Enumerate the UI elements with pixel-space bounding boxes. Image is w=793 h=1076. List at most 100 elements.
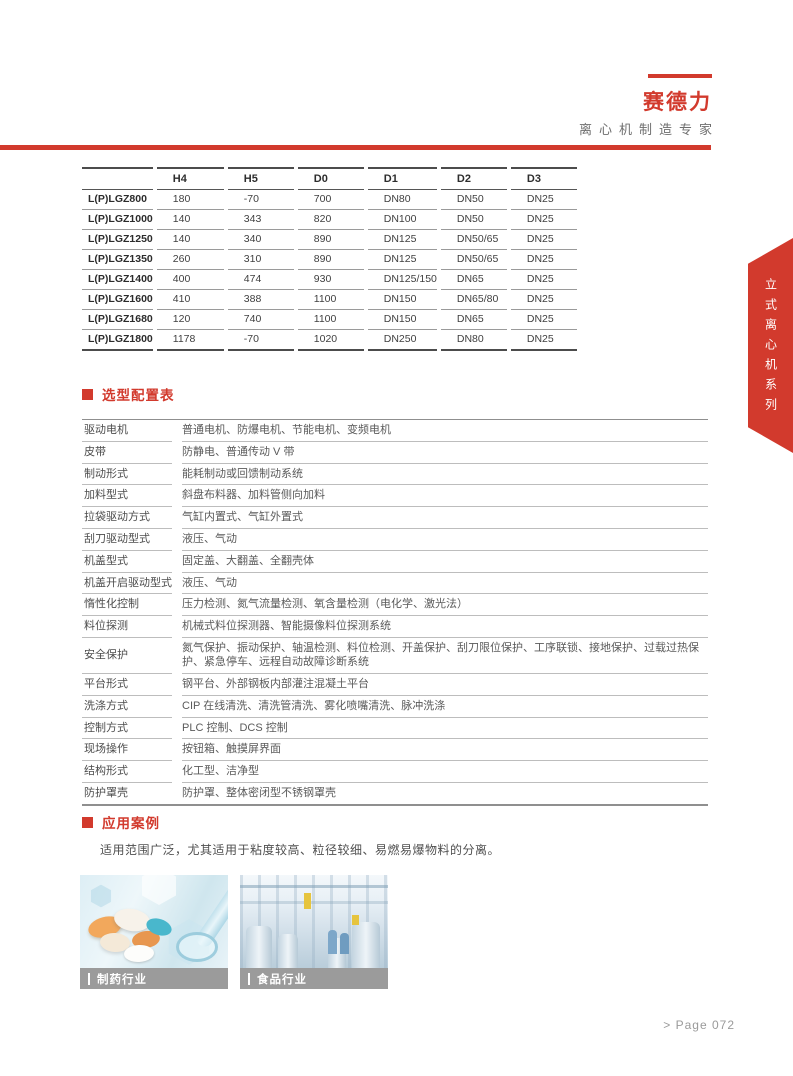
spec-value-cell: 740: [227, 310, 294, 330]
config-gap-cell: [172, 718, 182, 740]
spec-value-cell: DN50: [440, 190, 507, 210]
spec-value-cell: DN25: [510, 310, 577, 330]
spec-model-cell: L(P)LGZ1350: [82, 250, 153, 270]
config-label-cell: 拉袋驱动方式: [82, 507, 172, 529]
spec-value-cell: DN25: [510, 250, 577, 270]
header-divider-rule: [0, 145, 711, 150]
section-title-text: 应用案例: [102, 816, 160, 831]
config-label-cell: 制动形式: [82, 464, 172, 486]
pharma-industry-image: [80, 875, 228, 968]
case-caption-text: 食品行业: [257, 973, 307, 986]
red-square-icon: [82, 388, 93, 400]
config-gap-cell: [172, 674, 182, 696]
spec-col-header: D0: [297, 167, 364, 190]
config-value-cell: 防静电、普通传动 V 带: [182, 442, 708, 464]
spec-col-header: D2: [440, 167, 507, 190]
spec-value-cell: 310: [227, 250, 294, 270]
config-value-cell: 防护罩、整体密闭型不锈钢罩壳: [182, 787, 336, 800]
config-value-cell: 氮气保护、振动保护、轴温检测、料位检测、开盖保护、刮刀限位保护、工序联锁、接地保…: [182, 638, 708, 675]
config-table-row: 现场操作 按钮箱、触摸屏界面: [82, 739, 708, 762]
spec-value-cell: 474: [227, 270, 294, 290]
config-table-row: 皮带 防静电、普通传动 V 带: [82, 442, 708, 464]
config-label-cell: 皮带: [82, 442, 172, 464]
spec-value-cell: DN125: [367, 250, 437, 270]
config-gap-cell: [172, 442, 182, 464]
config-label-cell: 刮刀驱动型式: [82, 529, 172, 551]
spec-model-cell: L(P)LGZ1250: [82, 230, 153, 250]
brand-tagline: 离心机制造专家: [578, 122, 719, 138]
tank-shape: [352, 922, 380, 968]
spec-col-header: D3: [510, 167, 577, 190]
brand-block: 赛德力 离心机制造专家: [579, 74, 712, 138]
case-card-food: 食品行业: [240, 875, 388, 989]
case-card-pharma: 制药行业: [80, 875, 228, 989]
spec-value-cell: DN150: [367, 290, 437, 310]
case-caption-text: 制药行业: [97, 973, 147, 986]
config-table: 驱动电机 普通电机、防爆电机、节能电机、变频电机 皮带 防静电、普通传动 V 带制动形…: [82, 419, 708, 806]
config-label-cell: 安全保护: [82, 638, 172, 675]
spec-value-cell: DN125: [367, 230, 437, 250]
config-label-cell: 机盖开启驱动型式: [82, 573, 172, 595]
spec-value-cell: DN50: [440, 210, 507, 230]
config-label-cell: 控制方式: [82, 718, 172, 740]
spec-value-cell: 700: [297, 190, 364, 210]
config-value-cell: CIP 在线清洗、清洗管清洗、雾化喷嘴清洗、脉冲洗涤: [182, 696, 708, 718]
spec-value-cell: DN80: [440, 330, 507, 351]
config-gap-cell: [172, 485, 182, 507]
spec-value-cell: 180: [156, 190, 224, 210]
config-table-row: 机盖开启驱动型式 液压、气动: [82, 573, 708, 595]
config-label-cell: 现场操作: [82, 739, 172, 762]
spec-value-cell: 890: [297, 250, 364, 270]
config-gap-cell: [172, 638, 182, 674]
caption-bar-icon: [248, 972, 250, 985]
config-gap-cell: [172, 507, 182, 529]
config-table-row: 料位探测 机械式料位探测器、智能摄像料位探测系统: [82, 616, 708, 638]
section-title-text: 选型配置表: [102, 388, 175, 403]
config-table-row: 机盖型式 固定盖、大翻盖、全翻壳体: [82, 551, 708, 573]
config-table-row: 刮刀驱动型式 液压、气动: [82, 529, 708, 551]
worker-silhouette: [340, 933, 349, 954]
config-value-cell: 能耗制动或回馈制动系统: [182, 464, 708, 486]
config-gap-cell: [172, 696, 182, 718]
spec-value-cell: DN50/65: [440, 250, 507, 270]
config-value-cell: 液压、气动: [182, 529, 708, 551]
factory-beam-shape: [240, 885, 388, 888]
spec-value-cell: DN80: [367, 190, 437, 210]
config-table-row: 平台形式 钢平台、外部钢板内部灌注混凝土平台: [82, 674, 708, 696]
case-caption-pharma: 制药行业: [80, 968, 228, 989]
spec-value-cell: 140: [156, 230, 224, 250]
spec-table-row: L(P)LGZ1400 400 474 930 DN125/150 DN65 DN25: [82, 270, 577, 290]
config-table-row: 安全保护 氮气保护、振动保护、轴温检测、料位检测、开盖保护、刮刀限位保护、工序联锁…: [82, 638, 708, 675]
config-label-cell: 结构形式: [82, 761, 172, 784]
spec-value-cell: DN25: [510, 210, 577, 230]
config-label-cell: 机盖型式: [82, 551, 172, 573]
config-table-row: 加料型式 斜盘布料器、加料管侧向加料: [82, 485, 708, 508]
config-label-cell: 加料型式: [82, 485, 172, 508]
config-table-row: 拉袋驱动方式 气缸内置式、气缸外置式: [82, 507, 708, 529]
spec-value-cell: 1020: [297, 330, 364, 351]
spec-col-header: H5: [227, 167, 294, 190]
side-tab-vertical-series: 立式离心机系列: [748, 238, 793, 453]
config-value-cell: 按钮箱、触摸屏界面: [182, 739, 708, 762]
spec-value-cell: 890: [297, 230, 364, 250]
spec-model-cell: L(P)LGZ1400: [82, 270, 153, 290]
spec-value-cell: DN250: [367, 330, 437, 351]
config-label-cell: 料位探测: [82, 616, 172, 638]
config-gap-cell: [172, 464, 182, 486]
tank-shape: [278, 934, 298, 968]
spec-col-header-model: [82, 167, 153, 190]
petri-dish-shape: [176, 932, 218, 962]
page-number: > Page 072: [663, 1018, 735, 1032]
factory-beam-shape: [240, 901, 388, 904]
config-label-cell: 平台形式: [82, 674, 172, 696]
brand-accent-rule: [648, 74, 712, 78]
spec-model-cell: L(P)LGZ800: [82, 190, 153, 210]
food-industry-image: [240, 875, 388, 968]
config-gap-cell: [172, 594, 182, 616]
spec-value-cell: DN25: [510, 230, 577, 250]
case-caption-food: 食品行业: [240, 968, 388, 989]
spec-value-cell: 930: [297, 270, 364, 290]
spec-table-row: L(P)LGZ1800 1178 -70 1020 DN250 DN80 DN25: [82, 330, 577, 351]
config-value-cell: 机械式料位探测器、智能摄像料位探测系统: [182, 616, 708, 638]
config-value-cell: 固定盖、大翻盖、全翻壳体: [182, 551, 708, 573]
